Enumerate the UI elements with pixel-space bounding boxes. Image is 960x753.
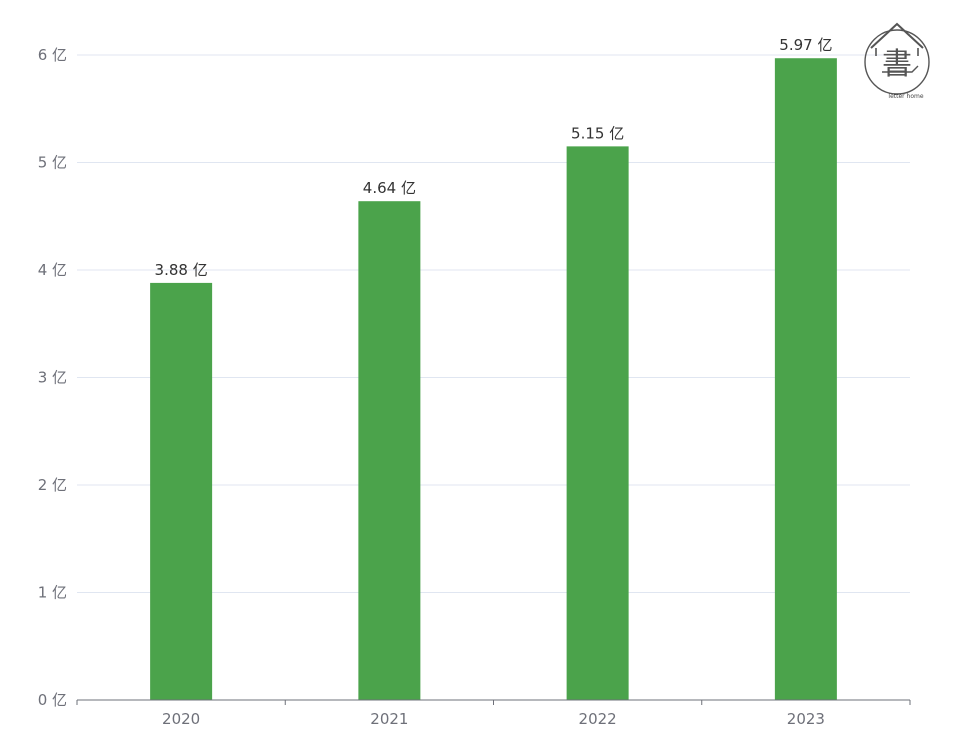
x-tick-label: 2020 [162,710,200,728]
y-tick-label: 4 亿 [38,261,67,279]
bar-2021 [358,201,421,700]
labels: 0 亿 1 亿 2 亿 3 亿 4 亿 5 亿 6 亿 3.88 亿 2020 4.64 亿 202… [38,36,833,728]
data-label-2023: 5.97 亿 [779,36,832,54]
logo-glyph: 書 [882,47,912,82]
logo-book [882,65,919,73]
x-tick-label: 2023 [787,710,825,728]
logo-roof [870,22,924,49]
axes [76,699,911,705]
grid-lines [77,54,910,593]
data-label-2021: 4.64 亿 [363,179,416,197]
house-book-logo-icon: 書 letter home [864,22,930,100]
bars [150,58,837,701]
bar-2020 [150,282,213,700]
y-tick-label: 5 亿 [38,154,67,172]
logo-circle [864,29,930,95]
bar-2022 [566,146,629,700]
bar-2023 [774,58,837,701]
logo-walls [875,48,919,56]
y-tick-label: 1 亿 [38,584,67,602]
y-tick-label: 3 亿 [38,369,67,387]
data-label-2022: 5.15 亿 [571,124,624,142]
y-tick-label: 2 亿 [38,476,67,494]
x-tick-label: 2021 [370,710,408,728]
data-label-2020: 3.88 亿 [155,261,208,279]
y-tick-label: 0 亿 [38,691,67,709]
y-tick-label: 6 亿 [38,46,67,64]
x-tick-label: 2022 [579,710,617,728]
logo-caption: letter home [888,93,923,100]
